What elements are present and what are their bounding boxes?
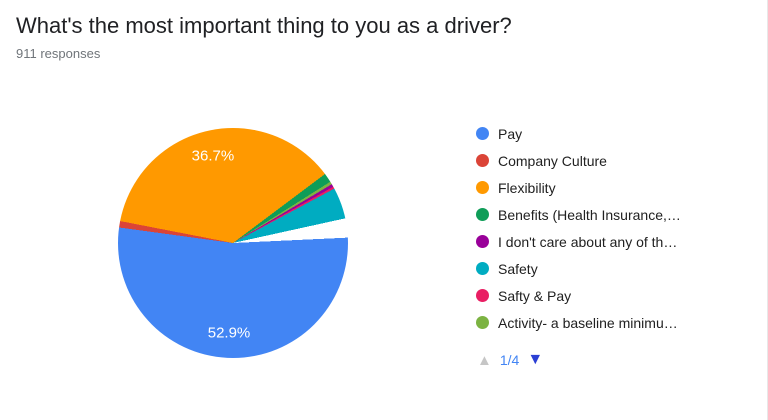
legend-item: Company Culture xyxy=(476,147,756,174)
legend-color-dot xyxy=(476,154,489,167)
legend-color-dot xyxy=(476,262,489,275)
legend-item: Activity- a baseline minimu… xyxy=(476,309,756,336)
legend-color-dot xyxy=(476,127,489,140)
pie-chart: 36.7% 52.9% xyxy=(118,128,348,358)
legend-color-dot xyxy=(476,316,489,329)
legend-label: Pay xyxy=(498,125,523,142)
legend-color-dot xyxy=(476,235,489,248)
legend-color-dot xyxy=(476,208,489,221)
legend-label: Flexibility xyxy=(498,179,556,196)
legend-item: Safety xyxy=(476,255,756,282)
legend-color-dot xyxy=(476,289,489,302)
legend-item: Flexibility xyxy=(476,174,756,201)
slice-percent-label: 36.7% xyxy=(191,147,235,165)
page-up-icon[interactable]: ▲ xyxy=(477,351,492,369)
page-indicator: 1/4 xyxy=(499,352,520,368)
legend-item: Pay xyxy=(476,120,756,147)
slice-percent-label: 52.9% xyxy=(207,324,251,342)
legend-item: Safty & Pay xyxy=(476,282,756,309)
response-count: 911 responses xyxy=(16,46,101,61)
page-down-icon[interactable]: ▼ xyxy=(527,351,544,368)
legend-label: Activity- a baseline minimu… xyxy=(498,314,678,331)
legend-label: Benefits (Health Insurance,… xyxy=(498,206,681,223)
legend: Pay Company Culture Flexibility Benefits (H… xyxy=(476,120,756,336)
legend-color-dot xyxy=(476,181,489,194)
legend-pagination: ▲ 1/4 ▼ xyxy=(477,351,544,369)
legend-label: Company Culture xyxy=(498,152,607,169)
legend-item: I don't care about any of th… xyxy=(476,228,756,255)
page-title: What's the most important thing to you a… xyxy=(16,13,512,38)
legend-label: Safty & Pay xyxy=(498,287,572,304)
legend-label: I don't care about any of th… xyxy=(498,233,678,250)
legend-label: Safety xyxy=(498,260,538,277)
legend-item: Benefits (Health Insurance,… xyxy=(476,201,756,228)
